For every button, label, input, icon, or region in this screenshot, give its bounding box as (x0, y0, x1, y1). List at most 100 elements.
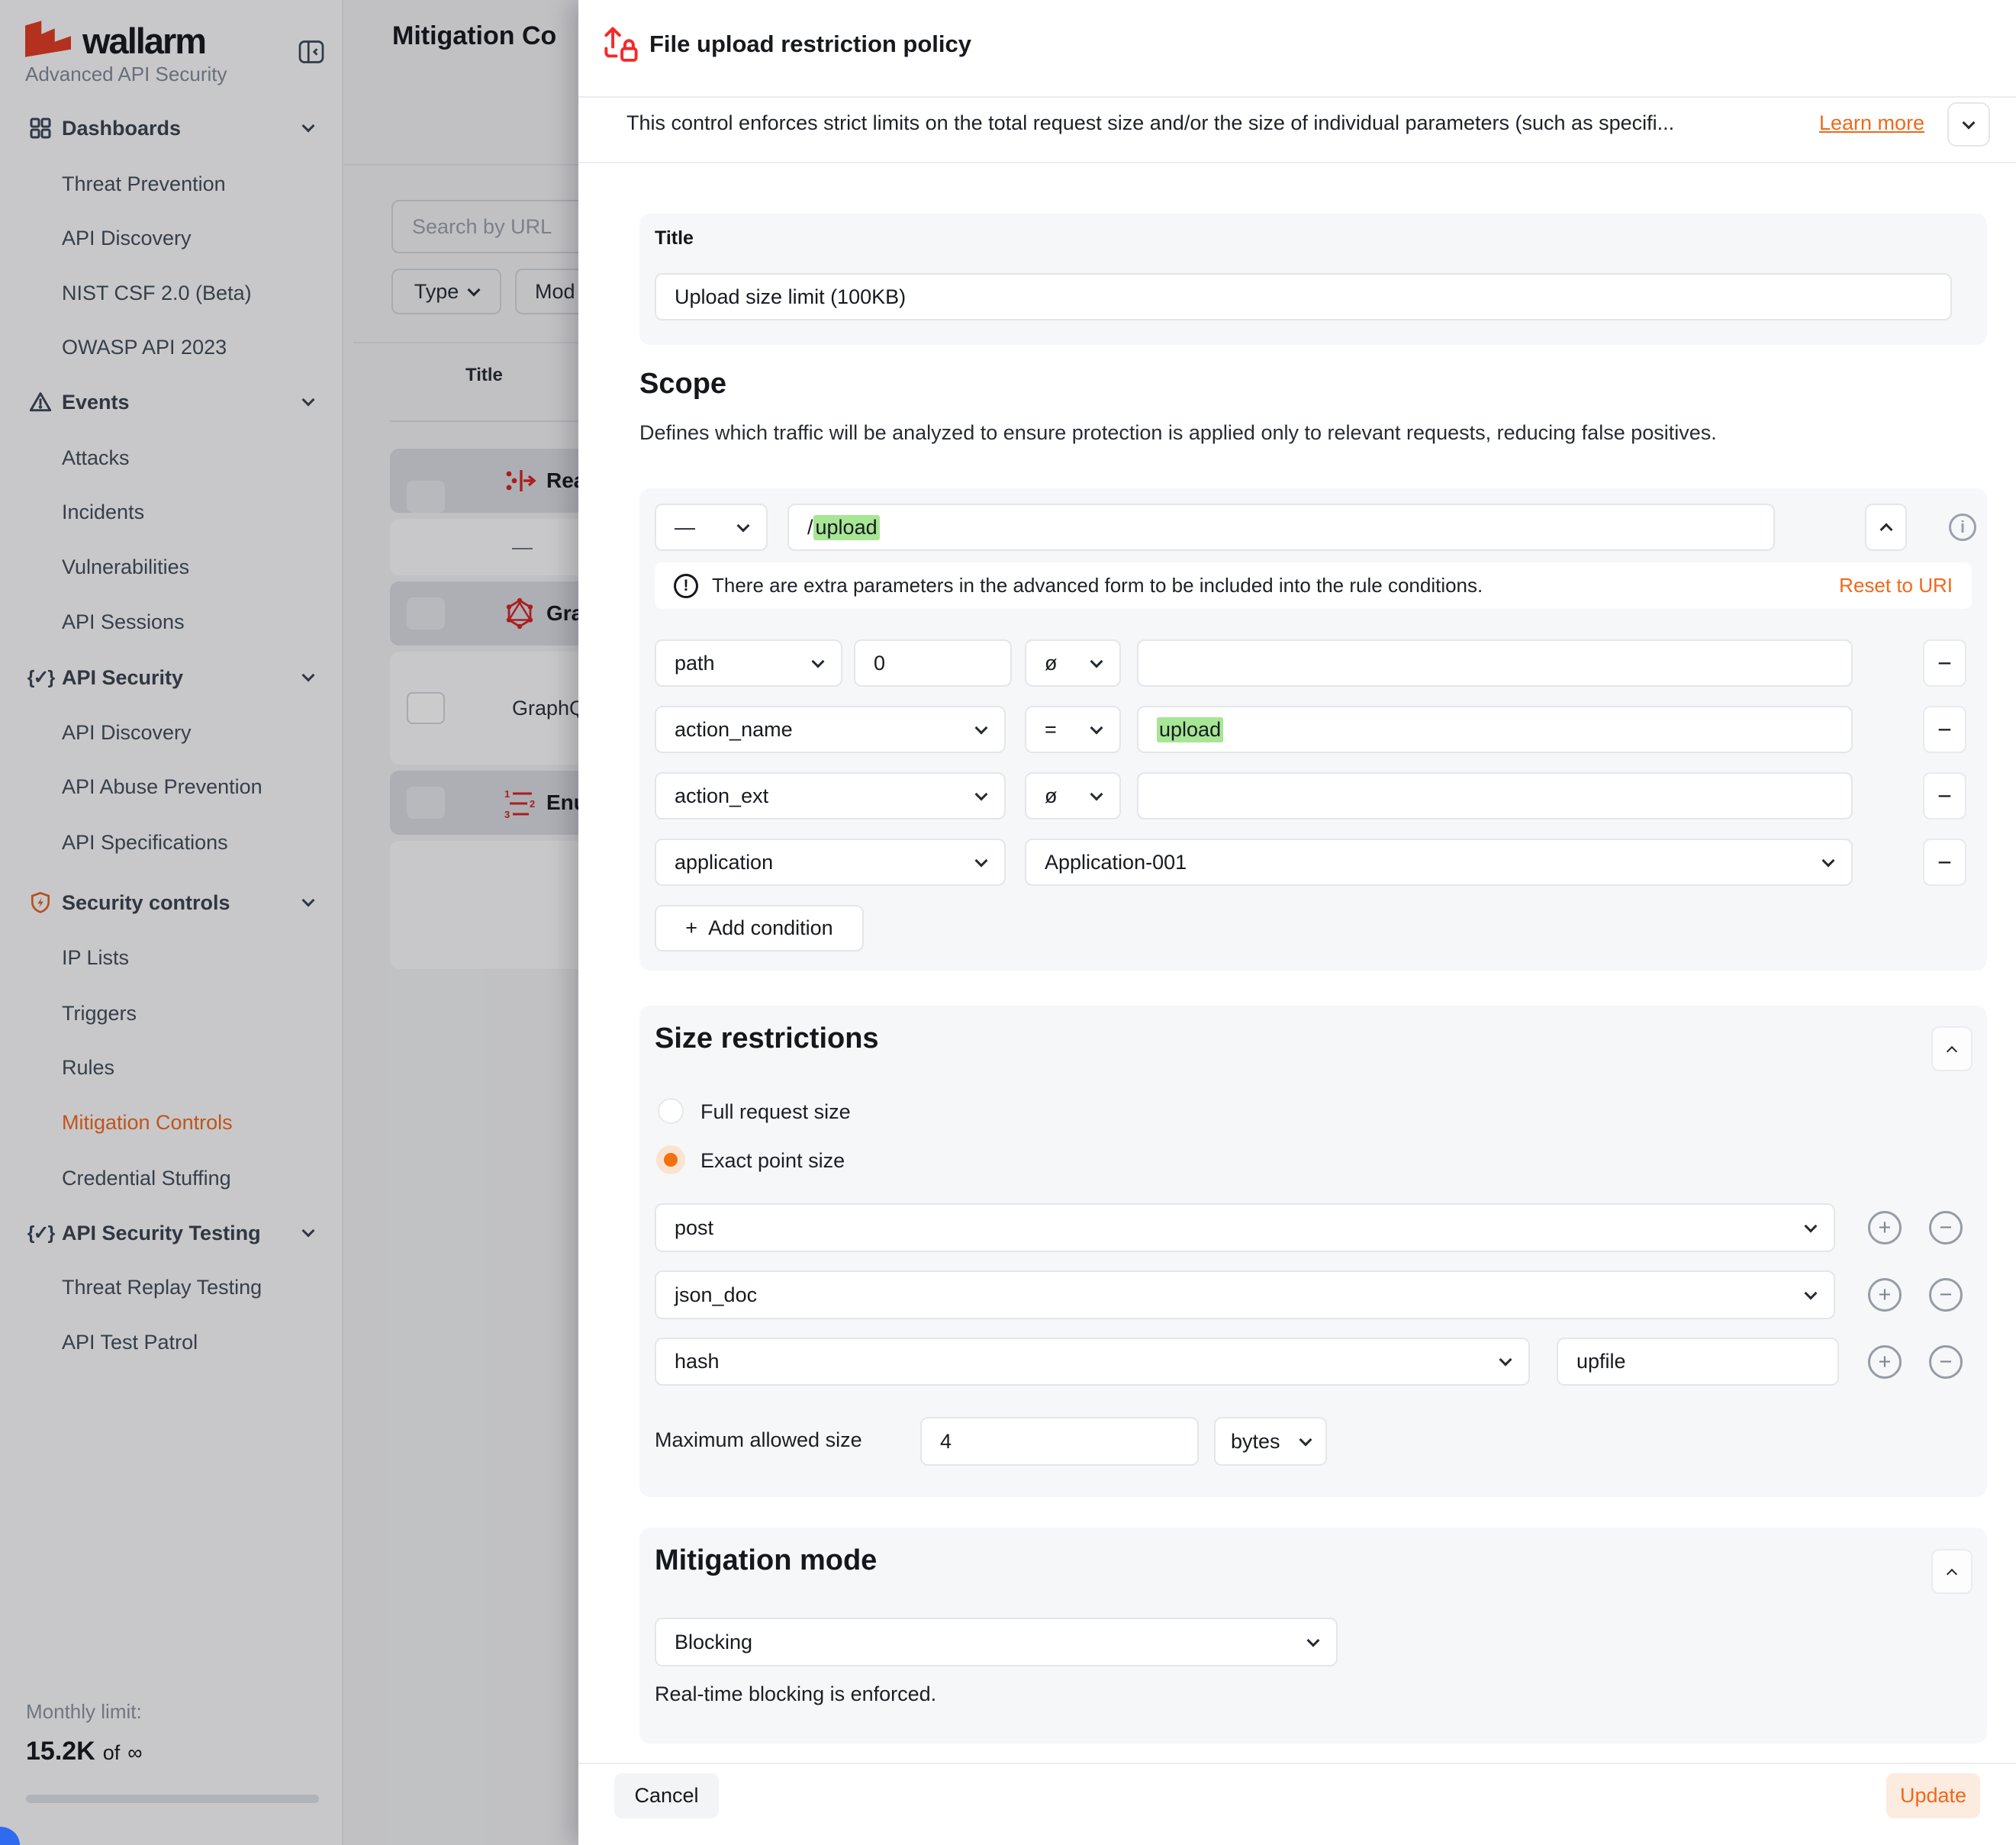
remove-point-button[interactable]: − (1929, 1345, 1963, 1379)
remove-point-button[interactable]: − (1929, 1278, 1963, 1312)
condition-field-value: application (675, 850, 774, 874)
sidebar-item-label: NIST CSF 2.0 (Beta) (62, 281, 252, 304)
learn-more-link[interactable]: Learn more (1819, 111, 1925, 134)
point-select[interactable]: json_doc (655, 1270, 1835, 1319)
condition-field-select[interactable]: path (655, 639, 842, 687)
brand: wallarm (23, 20, 207, 62)
condition-field-select[interactable]: application (655, 839, 1006, 886)
condition-field-select[interactable]: action_name (655, 706, 1006, 753)
mitigation-mode-select[interactable]: Blocking (655, 1618, 1338, 1666)
sidebar-item-vulnerabilities[interactable]: Vulnerabilities (0, 539, 343, 594)
add-condition-button[interactable]: + Add condition (655, 905, 864, 951)
alert-circle-icon: ! (674, 573, 698, 598)
condition-value-input[interactable] (1137, 639, 1853, 687)
sidebar-item-label: API Security (62, 665, 184, 689)
condition-index-input[interactable] (854, 639, 1012, 687)
sidebar-item-label: API Sessions (62, 610, 185, 633)
collapse-section-button[interactable] (1931, 1549, 1973, 1594)
cancel-button[interactable]: Cancel (614, 1773, 719, 1818)
condition-operator-select[interactable]: = (1025, 706, 1121, 753)
update-button[interactable]: Update (1886, 1773, 1980, 1818)
remove-point-button[interactable]: − (1929, 1211, 1963, 1244)
condition-value-input[interactable]: upload (1137, 706, 1853, 753)
sidebar-item-security-controls[interactable]: Security controls (0, 875, 343, 930)
sidebar-item-label: Credential Stuffing (62, 1166, 231, 1190)
sidebar-item-api-discovery[interactable]: API Discovery (0, 211, 343, 266)
sidebar-item-api-test-patrol[interactable]: API Test Patrol (0, 1315, 343, 1370)
sidebar-item-api-abuse-prevention[interactable]: API Abuse Prevention (0, 759, 343, 814)
condition-operator-select[interactable]: ø (1025, 639, 1121, 687)
row-checkbox[interactable] (407, 692, 445, 724)
sidebar-item-mitigation-controls[interactable]: Mitigation Controls (0, 1095, 343, 1150)
table-header-title: Title (465, 365, 503, 385)
add-point-button[interactable]: + (1868, 1278, 1902, 1312)
sidebar-item-triggers[interactable]: Triggers (0, 986, 343, 1041)
size-unit-select[interactable]: bytes (1214, 1417, 1327, 1466)
uri-operator-select[interactable]: — (655, 504, 768, 551)
chevron-down-icon (1821, 854, 1835, 867)
remove-condition-button[interactable]: − (1923, 706, 1966, 753)
sidebar-item-label: API Specifications (62, 830, 228, 854)
uri-input[interactable]: / upload (787, 504, 1775, 551)
sidebar-item-api-discovery-2[interactable]: API Discovery (0, 705, 343, 760)
sidebar-item-nist-csf[interactable]: NIST CSF 2.0 (Beta) (0, 266, 343, 320)
point-param-input[interactable] (1557, 1338, 1839, 1386)
sidebar-item-incidents[interactable]: Incidents (0, 485, 343, 539)
condition-field-select[interactable]: action_ext (655, 772, 1006, 819)
condition-field-value: action_ext (675, 784, 769, 807)
sidebar-item-api-specifications[interactable]: API Specifications (0, 815, 343, 870)
point-select[interactable]: hash (655, 1338, 1530, 1386)
chevron-down-icon (1499, 1353, 1512, 1367)
braces-check-icon: {✓} (27, 1222, 55, 1244)
sidebar-item-api-sessions[interactable]: API Sessions (0, 594, 343, 649)
title-card: Title (639, 214, 1987, 345)
row-checkbox[interactable] (407, 787, 445, 819)
sidebar-item-rules[interactable]: Rules (0, 1040, 343, 1095)
sidebar-item-label: API Abuse Prevention (62, 774, 262, 798)
type-filter-button[interactable]: Type (391, 269, 501, 314)
add-point-button[interactable]: + (1868, 1211, 1902, 1244)
collapse-section-button[interactable] (1931, 1026, 1973, 1071)
row-checkbox[interactable] (407, 481, 445, 513)
add-condition-label: Add condition (708, 916, 833, 939)
sidebar-item-api-security[interactable]: {✓} API Security (0, 650, 343, 705)
policy-title-input[interactable] (655, 273, 1952, 320)
condition-highlighted-value: upload (1157, 716, 1224, 742)
remove-condition-button[interactable]: − (1923, 639, 1966, 687)
condition-operator-value: ø (1045, 784, 1058, 807)
full-request-size-radio[interactable] (658, 1098, 684, 1124)
point-select[interactable]: post (655, 1203, 1835, 1252)
sidebar-item-events[interactable]: Events (0, 375, 343, 430)
sidebar-item-dashboards[interactable]: Dashboards (0, 101, 343, 156)
sidebar-item-attacks[interactable]: Attacks (0, 430, 343, 485)
description-expand-button[interactable] (1947, 102, 1990, 147)
uri-operator-value: — (675, 515, 695, 539)
uri-highlighted-token: upload (813, 514, 880, 540)
sidebar-item-credential-stuffing[interactable]: Credential Stuffing (0, 1151, 343, 1206)
reset-to-uri-link[interactable]: Reset to URI (1839, 574, 1953, 597)
braces-check-icon: {✓} (27, 667, 55, 688)
max-size-input[interactable] (920, 1417, 1199, 1466)
remove-condition-button[interactable]: − (1923, 772, 1966, 819)
remove-condition-button[interactable]: − (1923, 839, 1966, 886)
upload-lock-icon (603, 21, 639, 68)
sidebar-item-owasp-api[interactable]: OWASP API 2023 (0, 320, 343, 375)
sidebar-item-api-security-testing[interactable]: {✓} API Security Testing (0, 1206, 343, 1261)
sidebar-item-threat-replay-testing[interactable]: Threat Replay Testing (0, 1260, 343, 1315)
sidebar-item-label: Attacks (62, 446, 130, 469)
svg-text:3: 3 (504, 809, 510, 819)
uri-collapse-button[interactable] (1865, 504, 1907, 551)
sidebar-item-ip-lists[interactable]: IP Lists (0, 930, 343, 985)
exact-point-size-radio[interactable] (656, 1145, 685, 1174)
row-checkbox[interactable] (407, 597, 445, 629)
sidebar-item-threat-prevention[interactable]: Threat Prevention (0, 156, 343, 211)
sidebar-collapse-icon[interactable] (296, 37, 327, 67)
application-select[interactable]: Application-001 (1025, 839, 1853, 886)
condition-operator-select[interactable]: ø (1025, 772, 1121, 819)
condition-value-input[interactable] (1137, 772, 1853, 819)
radio-label: Full request size (700, 1100, 851, 1123)
info-icon[interactable]: i (1949, 514, 1976, 541)
size-restrictions-heading: Size restrictions (655, 1022, 879, 1055)
add-point-button[interactable]: + (1868, 1345, 1902, 1379)
